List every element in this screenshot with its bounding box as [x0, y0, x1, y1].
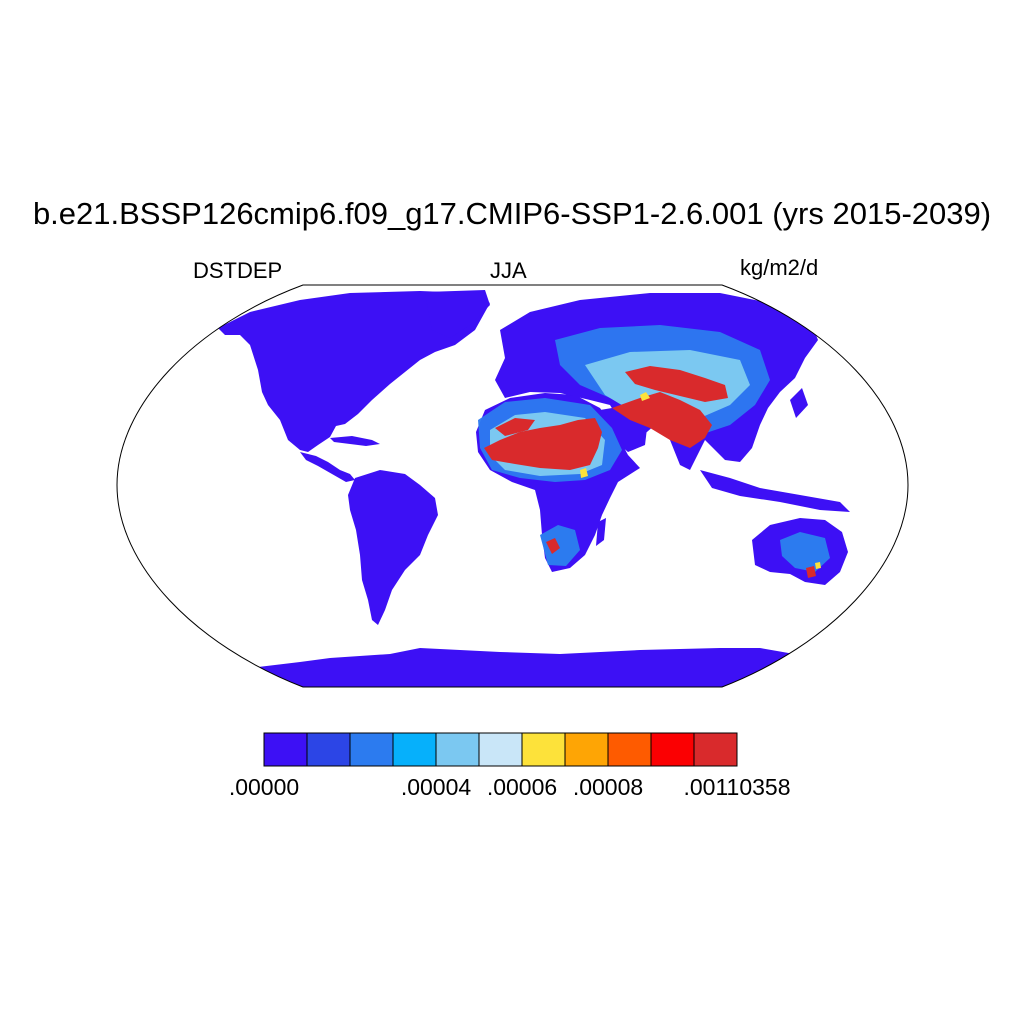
colorbar-box — [650, 732, 695, 767]
colorbar-tick-label: .00000 — [228, 774, 300, 800]
dust-max-sahara — [484, 418, 602, 470]
colorbar-box — [263, 732, 308, 767]
dust-max-arabia-asia — [612, 392, 712, 448]
colorbar-tick-label: .00110358 — [683, 774, 791, 800]
map-field — [218, 290, 886, 687]
colorbar-box — [392, 732, 437, 767]
japan-landmass — [790, 388, 808, 418]
colorbar-box — [435, 732, 480, 767]
plot-title: b.e21.BSSP126cmip6.f09_g17.CMIP6-SSP1-2.… — [32, 196, 992, 231]
south-america-landmass — [348, 470, 438, 625]
caribbean-islands — [330, 436, 380, 446]
antarctica-landmass — [220, 648, 800, 687]
units-label: kg/m2/d — [740, 255, 819, 280]
central-america-landmass — [300, 452, 355, 482]
colorbar-box — [306, 732, 351, 767]
dust-max-west-africa — [495, 418, 535, 436]
season-label: JJA — [490, 258, 527, 283]
colorbar-tick-label: .00004 — [400, 774, 472, 800]
greenland-landmass — [425, 290, 490, 338]
colorbar-tick-label: .00006 — [486, 774, 558, 800]
colorbar-box — [693, 732, 738, 767]
dust-max-southern-africa — [546, 538, 560, 554]
variable-label: DSTDEP — [193, 258, 283, 283]
dust-max-australia — [806, 566, 816, 578]
dust-field-australia — [780, 532, 830, 572]
madagascar-landmass — [596, 518, 606, 546]
southeast-asia-islands — [700, 470, 850, 512]
colorbar — [263, 732, 738, 767]
north-america-landmass — [218, 291, 490, 452]
dust-max-central-asia — [625, 366, 728, 402]
colorbar-box — [521, 732, 566, 767]
colorbar-box — [349, 732, 394, 767]
colorbar-tick-label: .00008 — [572, 774, 644, 800]
new-zealand-landmass — [874, 572, 886, 606]
colorbar-box — [478, 732, 523, 767]
colorbar-box — [607, 732, 652, 767]
dust-field-southern-africa — [540, 525, 580, 566]
map-outline — [116, 284, 909, 688]
colorbar-box — [564, 732, 609, 767]
